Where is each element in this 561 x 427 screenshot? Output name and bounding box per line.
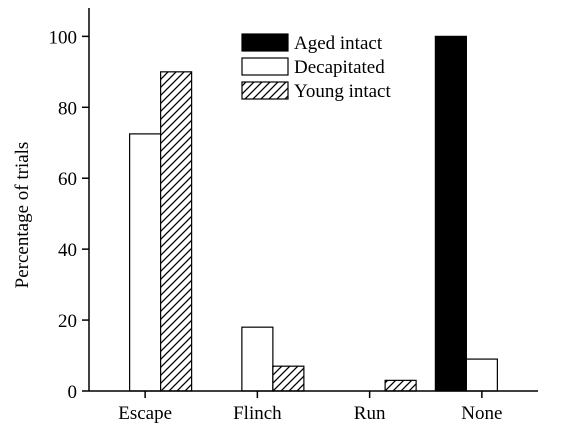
x-tick-label: Run <box>354 403 386 424</box>
legend-swatch <box>241 81 289 100</box>
x-tick-label: Flinch <box>233 403 282 424</box>
y-tick-label: 60 <box>58 169 77 190</box>
x-tick-label: Escape <box>118 403 172 424</box>
legend-label: Aged intact <box>294 33 383 54</box>
legend-label: Decapitated <box>294 57 385 78</box>
y-tick-label: 40 <box>58 240 77 261</box>
bar-solid-none <box>434 35 467 392</box>
bar-hatched-flinch <box>272 365 305 392</box>
bar-hatched-escape <box>160 71 193 392</box>
y-tick-label: 0 <box>68 382 78 403</box>
legend: Aged intact Decapitated Young intact <box>241 33 391 102</box>
bar-hatched-run <box>384 379 417 392</box>
y-axis-ticks: 0 20 40 60 80 100 <box>49 27 89 403</box>
x-tick-label: None <box>461 403 502 424</box>
bar-open-escape <box>129 133 162 392</box>
bar-open-none <box>465 358 498 392</box>
legend-swatch <box>241 57 289 76</box>
x-axis-ticks: Escape Flinch Run None <box>118 391 502 424</box>
y-tick-label: 100 <box>49 27 78 48</box>
legend-swatch <box>241 33 289 52</box>
legend-label: Young intact <box>294 81 391 102</box>
y-tick-label: 80 <box>58 98 77 119</box>
y-tick-label: 20 <box>58 311 77 332</box>
y-axis-title: Percentage of trials <box>12 142 33 289</box>
bar-open-flinch <box>241 326 274 392</box>
